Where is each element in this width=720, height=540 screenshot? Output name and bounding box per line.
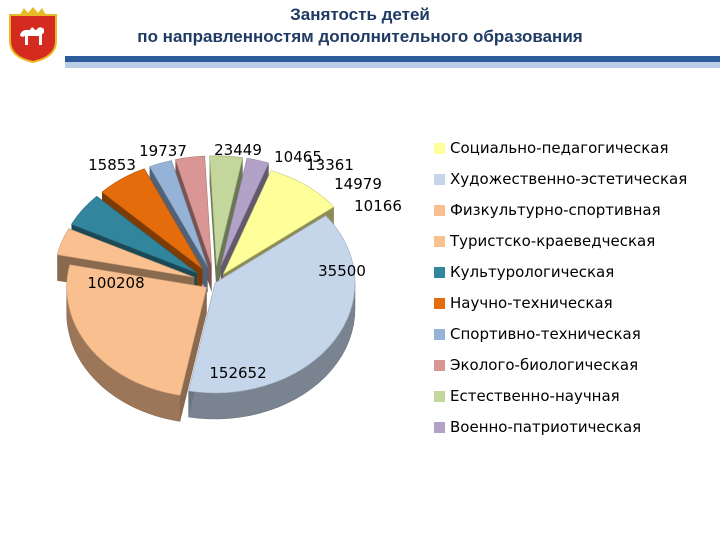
pie-slice (175, 155, 212, 266)
legend-item: Военно-патриотическая (434, 415, 718, 446)
legend-label: Художественно-эстетическая (450, 170, 688, 188)
legend-item: Социально-педагогическая (434, 136, 718, 167)
legend-item: Научно-техническая (434, 291, 718, 322)
header-accent-bar (65, 56, 720, 62)
legend-label: Культурологическая (450, 263, 615, 281)
legend-label: Научно-техническая (450, 294, 613, 312)
legend-swatch (434, 174, 445, 185)
legend-item: Туристско-краеведческая (434, 229, 718, 260)
legend-item: Культурологическая (434, 260, 718, 291)
pie-data-label: 13361 (306, 156, 354, 174)
header: Занятость детей по направленностям допол… (0, 0, 720, 68)
pie-slice (188, 215, 356, 394)
pie-slices (56, 155, 356, 396)
pie-data-label: 14979 (334, 175, 382, 193)
pie-data-label: 10465 (274, 148, 322, 166)
legend-label: Социально-педагогическая (450, 139, 669, 157)
pie-data-label: 35500 (318, 262, 366, 280)
legend-item: Естественно-научная (434, 384, 718, 415)
legend-swatch (434, 267, 445, 278)
legend-label: Спортивно-техническая (450, 325, 641, 343)
legend-item: Эколого-биологическая (434, 353, 718, 384)
pie-slice-wall (180, 287, 207, 422)
pie-data-label: 152652 (209, 364, 266, 382)
legend-item: Спортивно-техническая (434, 322, 718, 353)
header-accent-bar-light (65, 62, 720, 68)
legend-swatch (434, 422, 445, 433)
pie-data-label: 100208 (87, 274, 144, 292)
pie-slice (56, 228, 195, 278)
title-line-2: по направленностям дополнительного образ… (137, 27, 583, 46)
legend-label: Эколого-биологическая (450, 356, 639, 374)
chart-legend: Социально-педагогическая Художественно-э… (434, 136, 718, 446)
pie-slice-wall (209, 155, 217, 292)
pie-data-label: 19737 (139, 142, 187, 160)
pie-data-label: 10166 (354, 197, 402, 215)
chelyabinsk-emblem-icon (9, 7, 57, 63)
legend-label: Физкультурно-спортивная (450, 201, 661, 219)
pie-data-label: 15853 (88, 156, 136, 174)
legend-label: Туристско-краеведческая (450, 232, 656, 250)
title-line-1: Занятость детей (290, 5, 430, 24)
legend-item: Физкультурно-спортивная (434, 198, 718, 229)
pie-slice (71, 195, 198, 274)
pie-slice (222, 170, 335, 275)
legend-swatch (434, 329, 445, 340)
legend-swatch (434, 205, 445, 216)
legend-item: Художественно-эстетическая (434, 167, 718, 198)
legend-swatch (434, 298, 445, 309)
pie-slice (220, 157, 270, 267)
legend-swatch (434, 360, 445, 371)
pie-slice (149, 160, 208, 267)
legend-label: Естественно-научная (450, 387, 620, 405)
legend-label: Военно-патриотическая (450, 418, 642, 436)
legend-swatch (434, 391, 445, 402)
pie-slice (209, 155, 244, 266)
pie-slice (101, 168, 203, 270)
pie-data-label: 23449 (214, 141, 262, 159)
pie-slice (66, 264, 208, 396)
legend-swatch (434, 143, 445, 154)
legend-swatch (434, 236, 445, 247)
page-title: Занятость детей по направленностям допол… (75, 4, 645, 48)
